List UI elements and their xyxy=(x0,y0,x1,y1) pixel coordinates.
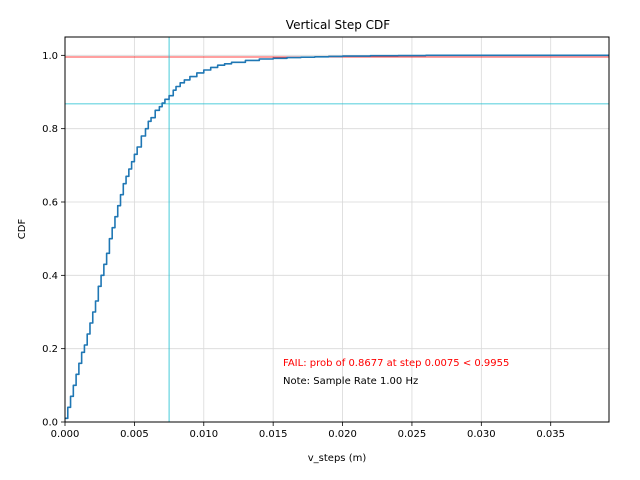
y-axis-label: CDF xyxy=(17,219,28,240)
x-tick-label: 0.020 xyxy=(328,429,357,440)
x-tick-label: 0.005 xyxy=(120,429,149,440)
y-tick-label: 0.6 xyxy=(42,198,58,209)
x-tick-label: 0.025 xyxy=(398,429,427,440)
y-tick-label: 0.8 xyxy=(42,124,58,135)
y-tick-label: 1.0 xyxy=(42,51,58,62)
x-tick-label: 0.010 xyxy=(189,429,218,440)
x-axis-label: v_steps (m) xyxy=(308,453,367,464)
y-axis: 0.0 0.2 0.4 0.6 0.8 1.0 xyxy=(42,51,65,429)
plot-frame xyxy=(64,36,610,423)
y-tick-label: 0.4 xyxy=(42,271,58,282)
y-tick-label: 0.0 xyxy=(42,418,58,429)
cdf-line xyxy=(65,54,609,420)
x-tick-label: 0.000 xyxy=(51,429,80,440)
fail-annotation: FAIL: prob of 0.8677 at step 0.0075 < 0.… xyxy=(283,358,509,369)
x-tick-label: 0.035 xyxy=(536,429,565,440)
y-tick-label: 0.2 xyxy=(42,344,58,355)
x-tick-label: 0.030 xyxy=(467,429,496,440)
note-annotation: Note: Sample Rate 1.00 Hz xyxy=(283,376,418,387)
x-axis: 0.000 0.005 0.010 0.015 0.020 0.025 0.030 0.035 xyxy=(51,422,565,440)
chart-title: Vertical Step CDF xyxy=(286,18,390,32)
x-tick-label: 0.015 xyxy=(259,429,288,440)
series-layer xyxy=(65,54,609,420)
